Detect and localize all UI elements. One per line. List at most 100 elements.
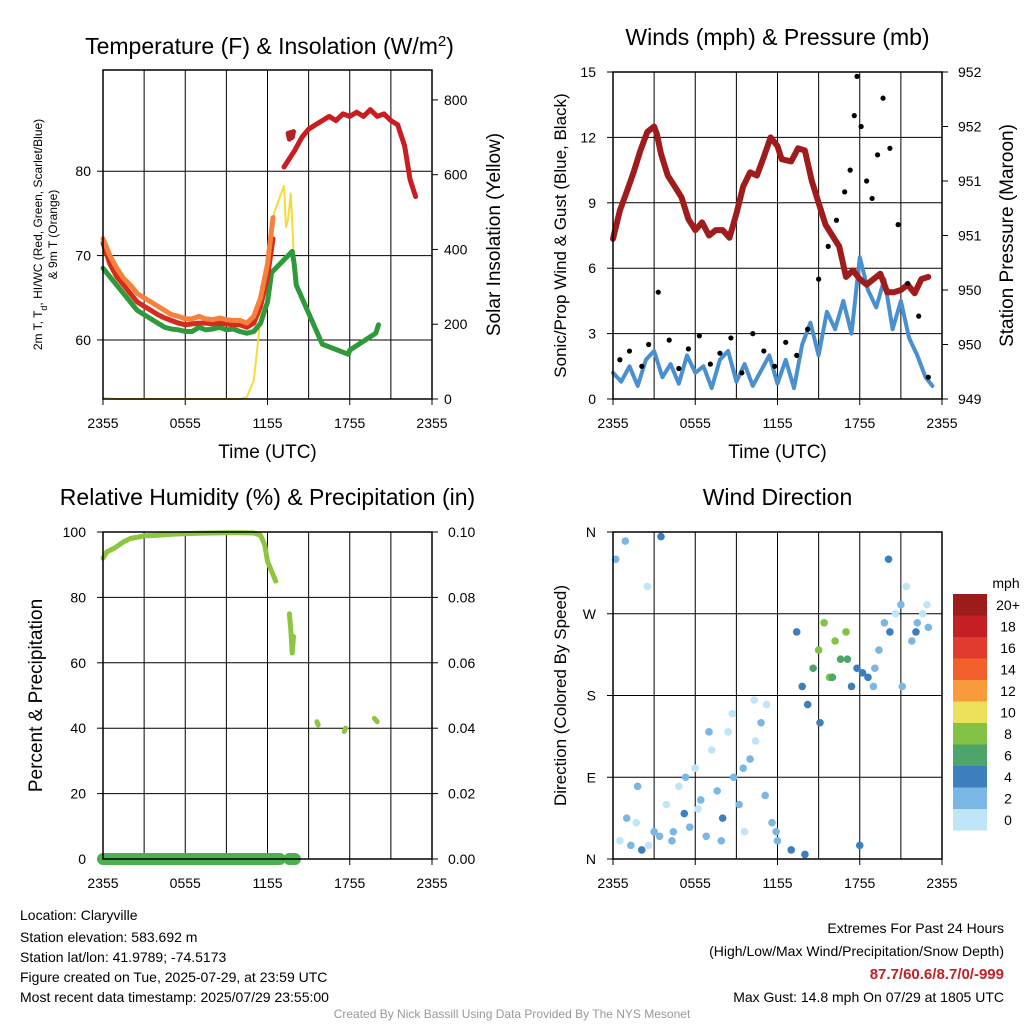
relative-humidity-fragment bbox=[341, 725, 349, 734]
latlon-text: Station lat/lon: 41.9789; -74.5173 bbox=[20, 949, 227, 965]
legend-label: 14 bbox=[1000, 662, 1016, 678]
wind-direction-point bbox=[886, 628, 894, 636]
gust-point bbox=[925, 374, 931, 380]
gust-point bbox=[833, 217, 840, 223]
gust-point bbox=[854, 73, 860, 79]
wind-direction-point bbox=[768, 818, 776, 827]
wind-direction-point bbox=[912, 628, 920, 636]
max-gust-text: Max Gust: 14.8 mph On 07/29 at 1805 UTC bbox=[733, 989, 1004, 1005]
y-tick-label: E bbox=[587, 769, 596, 785]
wind-direction-point bbox=[650, 827, 658, 836]
gust-point bbox=[750, 331, 756, 337]
recent-data-text: Most recent data timestamp: 2025/07/29 2… bbox=[20, 989, 329, 1005]
wind-direction-point bbox=[843, 655, 852, 663]
wind-direction-point bbox=[622, 814, 631, 822]
y-tick-label: 3 bbox=[588, 326, 596, 342]
temperature-series-2 bbox=[100, 236, 276, 330]
y-axis-label: Direction (Colored By Speed) bbox=[551, 585, 570, 806]
legend-swatch bbox=[953, 701, 987, 723]
temperature-series-4 bbox=[285, 129, 296, 142]
y2-tick-label: 800 bbox=[444, 92, 468, 108]
y-tick-label: 60 bbox=[70, 655, 86, 671]
gust-point bbox=[816, 276, 822, 282]
x-tick-label: 2355 bbox=[926, 415, 957, 431]
wind-direction-point bbox=[694, 805, 702, 813]
wind-direction-point bbox=[836, 655, 845, 663]
wind-direction-point bbox=[657, 532, 665, 541]
y2-tick-label: 600 bbox=[444, 167, 468, 183]
y-tick-label: 0 bbox=[588, 391, 596, 407]
gust-point bbox=[617, 357, 623, 363]
gust-point bbox=[646, 341, 652, 348]
wind-direction-point bbox=[787, 846, 796, 854]
legend-label: 0 bbox=[1004, 812, 1012, 828]
y-label-subscript: d bbox=[39, 306, 49, 311]
gust-point bbox=[666, 337, 672, 343]
x-tick-label: 2355 bbox=[926, 875, 957, 891]
legend-swatch bbox=[953, 787, 987, 809]
wind-direction-point bbox=[751, 737, 760, 745]
x-tick-label: 1755 bbox=[334, 415, 365, 431]
wind-direction-point bbox=[691, 764, 700, 772]
y2-axis-label: Solar Insolation (Yellow) bbox=[484, 133, 505, 336]
gust-point bbox=[626, 348, 633, 354]
y-tick-label: 80 bbox=[70, 589, 86, 605]
wind-direction-point bbox=[902, 582, 911, 591]
y-tick-label: N bbox=[586, 851, 596, 867]
gust-point bbox=[696, 333, 702, 339]
x-tick-label: 0555 bbox=[170, 875, 201, 891]
wind-direction-point bbox=[611, 555, 620, 564]
x-tick-label: 1755 bbox=[334, 875, 365, 891]
wind-direction-point bbox=[685, 823, 694, 832]
y2-axis-label: Station Pressure (Maroon) bbox=[997, 124, 1018, 347]
y-axis-label: Percent & Precipitation bbox=[26, 599, 47, 792]
gust-point bbox=[772, 363, 778, 369]
wind-direction-point bbox=[637, 846, 646, 854]
wind-direction-point bbox=[913, 619, 922, 627]
y2-tick-label: 400 bbox=[444, 241, 468, 257]
legend-label: 4 bbox=[1004, 769, 1012, 785]
y-axis-label: Sonic/Prop Wind & Gust (Blue, Black) bbox=[551, 93, 570, 377]
legend-swatch bbox=[953, 658, 987, 680]
title-close: ) bbox=[446, 33, 454, 59]
y2-tick-label: 200 bbox=[444, 316, 468, 332]
y-tick-label: 9 bbox=[588, 195, 596, 211]
y2-tick-label: 0.02 bbox=[448, 786, 475, 802]
y-tick-label: 6 bbox=[588, 260, 596, 276]
y-tick-label: 12 bbox=[580, 129, 596, 145]
wind-direction-point bbox=[880, 619, 889, 627]
wind-direction-point bbox=[762, 700, 771, 709]
extremes-values: 87.7/60.6/8.7/0/-999 bbox=[869, 966, 1004, 983]
plot-border bbox=[612, 531, 943, 860]
wind-direction-point bbox=[728, 709, 737, 718]
legend-swatch bbox=[953, 594, 987, 616]
y-tick-label: S bbox=[587, 688, 596, 704]
wind-direction-point bbox=[729, 773, 738, 782]
wind-direction-point bbox=[705, 728, 713, 736]
location-text: Location: Claryville bbox=[20, 907, 138, 923]
wind-direction-point bbox=[801, 850, 809, 859]
gust-point bbox=[905, 280, 911, 287]
relative-humidity-line bbox=[100, 530, 279, 584]
wind-direction-point bbox=[702, 832, 711, 841]
wind-direction-point bbox=[773, 837, 782, 845]
chart-title: Winds (mph) & Pressure (mb) bbox=[625, 24, 929, 50]
wind-direction-point bbox=[853, 664, 861, 673]
y2-tick-label: 949 bbox=[958, 391, 982, 407]
wind-direction-point bbox=[633, 782, 642, 791]
x-tick-label: 2355 bbox=[416, 415, 447, 431]
legend-swatch bbox=[953, 766, 987, 788]
wind-direction-point bbox=[816, 718, 824, 727]
y2-tick-label: 950 bbox=[958, 337, 982, 353]
legend-label: 20+ bbox=[996, 597, 1020, 613]
gust-point bbox=[851, 113, 857, 119]
title-superscript: 2 bbox=[438, 33, 446, 50]
x-tick-label: 0555 bbox=[680, 875, 711, 891]
gust-point bbox=[707, 361, 713, 367]
gust-point bbox=[655, 289, 661, 295]
chart-title: Relative Humidity (%) & Precipitation (i… bbox=[60, 484, 475, 510]
wind-direction-point bbox=[739, 764, 748, 772]
y2-tick-label: 0.10 bbox=[448, 524, 475, 540]
wind-direction-point bbox=[662, 800, 671, 809]
legend-label: 2 bbox=[1004, 791, 1012, 807]
